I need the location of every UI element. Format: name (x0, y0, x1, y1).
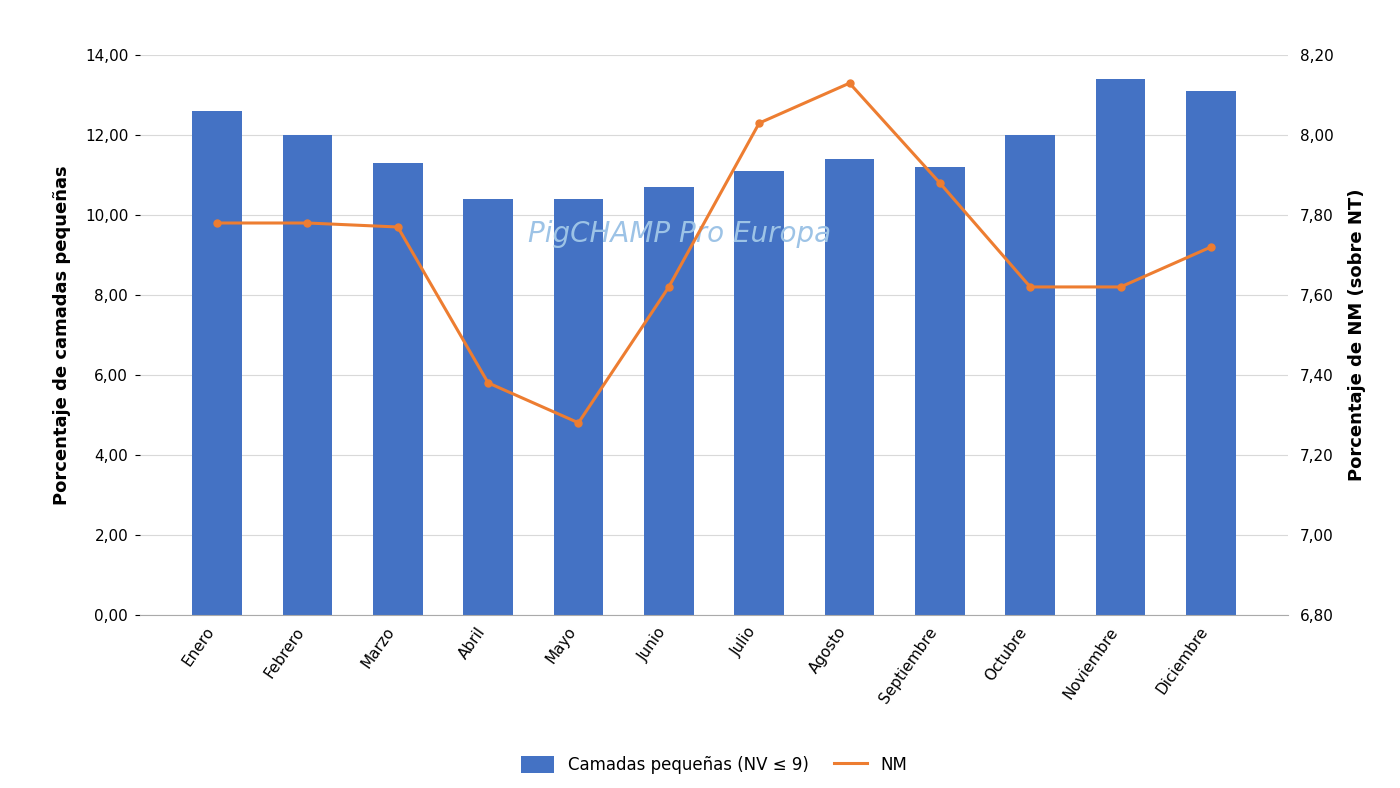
NM (661, 282, 678, 292)
NM (750, 118, 767, 128)
Bar (1186, 91, 1236, 615)
NM (841, 78, 858, 87)
NM (1112, 282, 1128, 292)
Bar (735, 171, 784, 615)
Bar (1005, 135, 1056, 615)
NM (570, 418, 587, 428)
Bar (463, 199, 512, 615)
Legend: Camadas pequeñas (NV ≤ 9), NM: Camadas pequeñas (NV ≤ 9), NM (521, 756, 907, 774)
Bar (644, 187, 693, 615)
Line: NM: NM (214, 80, 1214, 426)
Bar (916, 167, 965, 615)
NM (1203, 242, 1219, 251)
Bar (825, 159, 875, 615)
Text: PigCHAMP Pro Europa: PigCHAMP Pro Europa (528, 220, 832, 248)
Y-axis label: Porcentaje de camadas pequeñas: Porcentaje de camadas pequeñas (53, 165, 71, 504)
NM (300, 218, 316, 228)
Bar (553, 199, 603, 615)
NM (209, 218, 225, 228)
NM (480, 378, 497, 388)
NM (931, 178, 948, 188)
NM (389, 222, 406, 232)
NM (1022, 282, 1039, 292)
Bar (372, 163, 423, 615)
Bar (1096, 79, 1145, 615)
Bar (192, 111, 242, 615)
Y-axis label: Porcentaje de NM (sobre NT): Porcentaje de NM (sobre NT) (1348, 188, 1365, 481)
Bar (283, 135, 332, 615)
